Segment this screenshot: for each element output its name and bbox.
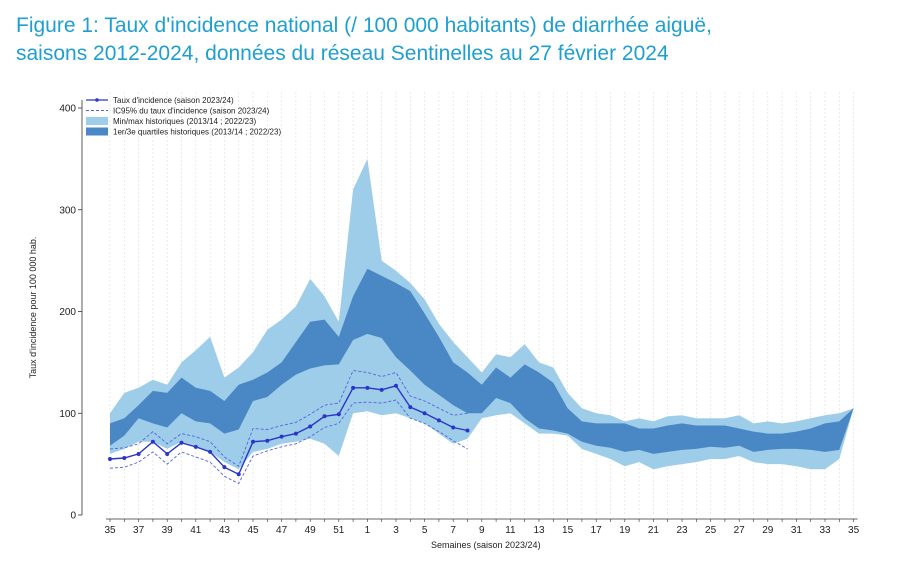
incidence-point xyxy=(394,383,398,388)
legend-swatch-band xyxy=(86,117,108,125)
x-tick-label: 9 xyxy=(479,525,485,536)
x-tick-label: 35 xyxy=(104,525,116,536)
x-axis-label: Semaines (saison 2023/24) xyxy=(431,540,541,550)
legend-label: IC95% du taux d'incidence (saison 2023/2… xyxy=(113,107,270,116)
quartile-band xyxy=(110,268,854,454)
incidence-point xyxy=(236,472,241,477)
x-tick-label: 17 xyxy=(591,525,603,536)
x-tick-label: 45 xyxy=(247,525,259,536)
y-tick-label: 400 xyxy=(59,104,76,115)
x-tick-label: 33 xyxy=(819,525,831,536)
incidence-point xyxy=(308,424,313,429)
incidence-point xyxy=(122,456,127,461)
figure-title-line-2: saisons 2012-2024, données du réseau Sen… xyxy=(16,42,669,65)
incidence-point xyxy=(465,428,470,433)
ci95-lower-line xyxy=(109,399,468,485)
x-tick-label: 3 xyxy=(393,525,399,536)
x-tick-label: 35 xyxy=(848,525,860,536)
x-tick-label: 27 xyxy=(734,525,746,536)
legend-label: 1er/3e quartiles historiques (2013/14 ; … xyxy=(113,128,281,137)
axes: 0 100 200 300 400 Taux d'incidence pour 100 0… xyxy=(28,100,860,550)
incidence-point xyxy=(208,449,213,454)
incidence-point xyxy=(408,405,413,410)
incidence-point xyxy=(136,451,141,456)
incidence-point xyxy=(351,385,356,390)
x-tick-label: 19 xyxy=(619,525,631,536)
y-axis-label: Taux d'incidence pour 100 000 hab. xyxy=(28,237,38,379)
legend-label: Taux d'incidence (saison 2023/24) xyxy=(113,96,234,105)
x-tick-label: 41 xyxy=(190,525,202,536)
x-tick-label: 1 xyxy=(365,525,371,536)
y-tick-label: 0 xyxy=(70,511,76,522)
incidence-point xyxy=(293,431,298,436)
y-tick-label: 200 xyxy=(59,307,76,318)
incidence-point xyxy=(379,387,384,392)
x-tick-label: 21 xyxy=(648,525,660,536)
x-tick-label: 29 xyxy=(762,525,774,536)
legend-label: Min/max historiques (2013/14 ; 2022/23) xyxy=(113,117,257,126)
legend-swatch-band xyxy=(86,127,108,136)
x-tick-label: 5 xyxy=(422,525,428,536)
incidence-point xyxy=(279,434,284,439)
x-tick-label: 7 xyxy=(450,525,456,536)
incidence-point xyxy=(193,444,198,449)
incidence-point xyxy=(108,457,112,462)
incidence-point xyxy=(165,451,170,456)
incidence-point xyxy=(222,465,227,470)
historical-bands xyxy=(110,158,854,470)
x-tick-label: 37 xyxy=(133,525,145,536)
incidence-series-line xyxy=(109,384,468,476)
legend-swatch-marker xyxy=(95,98,99,102)
x-tick-label: 15 xyxy=(562,525,574,536)
incidence-line xyxy=(108,383,470,477)
x-tick-label: 51 xyxy=(333,525,345,536)
y-tick-label: 300 xyxy=(59,205,76,216)
incidence-point xyxy=(150,439,155,444)
incidence-point xyxy=(265,438,270,443)
incidence-point xyxy=(365,385,370,390)
incidence-point xyxy=(336,412,341,417)
figure-title-line-1: Figure 1: Taux d'incidence national (/ 1… xyxy=(16,14,712,37)
x-tick-label: 31 xyxy=(791,525,803,536)
incidence-point xyxy=(322,414,327,419)
x-tick-label: 47 xyxy=(276,525,288,536)
x-tick-label: 39 xyxy=(162,525,174,536)
legend: Taux d'incidence (saison 2023/24) IC95% d… xyxy=(86,96,281,137)
ci95-upper-line xyxy=(109,370,468,467)
incidence-point xyxy=(436,418,441,423)
incidence-point xyxy=(179,440,184,445)
minmax-band xyxy=(110,158,854,470)
x-tick-label: 11 xyxy=(505,525,516,536)
figure-title: Figure 1: Taux d'incidence national (/ 1… xyxy=(16,12,901,68)
x-tick-label: 23 xyxy=(676,525,688,536)
x-tick-label: 43 xyxy=(219,525,231,536)
incidence-point xyxy=(422,411,427,416)
incidence-point xyxy=(251,439,255,444)
x-tick-label: 49 xyxy=(305,525,317,536)
incidence-point xyxy=(451,425,456,430)
x-tick-label: 25 xyxy=(705,525,717,536)
y-tick-label: 100 xyxy=(59,409,76,420)
x-tick-label: 13 xyxy=(533,525,545,536)
ci95-lines xyxy=(109,370,468,485)
